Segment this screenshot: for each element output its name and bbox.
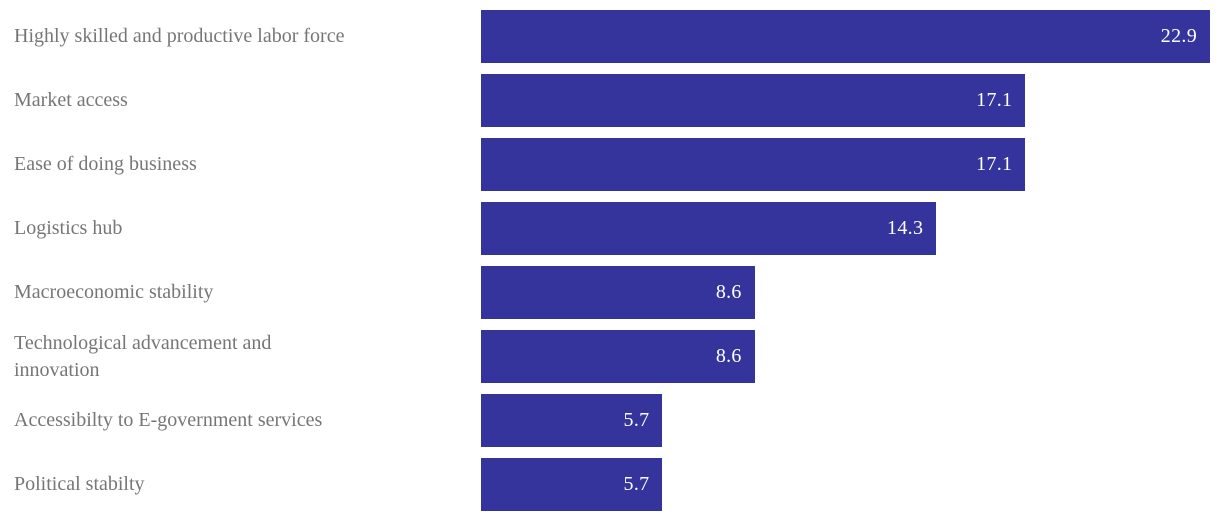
chart-row: Macroeconomic stability 8.6 bbox=[0, 266, 1220, 319]
category-label: Macroeconomic stability bbox=[14, 281, 214, 303]
category-label: Technological advancement and innovation bbox=[14, 331, 272, 381]
bar: 8.6 bbox=[481, 330, 755, 383]
bar-area: 17.1 bbox=[481, 74, 1210, 127]
bar-area: 8.6 bbox=[481, 330, 1210, 383]
bar-value-label: 5.7 bbox=[623, 473, 650, 495]
bar-area: 5.7 bbox=[481, 394, 1210, 447]
category-label: Market access bbox=[14, 89, 128, 111]
bar-value-label: 8.6 bbox=[715, 345, 742, 367]
category-label: Ease of doing business bbox=[14, 153, 197, 175]
chart-row: Technological advancement and innovation… bbox=[0, 330, 1220, 383]
bar: 17.1 bbox=[481, 138, 1026, 191]
bar-value-label: 17.1 bbox=[976, 89, 1013, 111]
bar: 17.1 bbox=[481, 74, 1026, 127]
chart-row: Political stabilty 5.7 bbox=[0, 458, 1220, 511]
chart-row: Logistics hub 14.3 bbox=[0, 202, 1220, 255]
bar-chart: Highly skilled and productive labor forc… bbox=[0, 10, 1220, 511]
category-label: Highly skilled and productive labor forc… bbox=[14, 25, 345, 47]
bar-value-label: 14.3 bbox=[887, 217, 924, 239]
bar-area: 8.6 bbox=[481, 266, 1210, 319]
bar-area: 17.1 bbox=[481, 138, 1210, 191]
bar-area: 5.7 bbox=[481, 458, 1210, 511]
bar: 5.7 bbox=[481, 458, 663, 511]
bar: 8.6 bbox=[481, 266, 755, 319]
bar-area: 22.9 bbox=[481, 10, 1210, 63]
bar-value-label: 22.9 bbox=[1160, 25, 1197, 47]
bar: 5.7 bbox=[481, 394, 663, 447]
bar-value-label: 17.1 bbox=[976, 153, 1013, 175]
bar: 22.9 bbox=[481, 10, 1210, 63]
bar-value-label: 8.6 bbox=[715, 281, 742, 303]
chart-row: Ease of doing business 17.1 bbox=[0, 138, 1220, 191]
category-label: Logistics hub bbox=[14, 217, 123, 239]
bar-value-label: 5.7 bbox=[623, 409, 650, 431]
category-label: Political stabilty bbox=[14, 473, 145, 495]
chart-row: Highly skilled and productive labor forc… bbox=[0, 10, 1220, 63]
chart-row: Accessibilty to E-government services 5.7 bbox=[0, 394, 1220, 447]
bar: 14.3 bbox=[481, 202, 937, 255]
category-label: Accessibilty to E-government services bbox=[14, 409, 323, 431]
bar-area: 14.3 bbox=[481, 202, 1210, 255]
chart-row: Market access 17.1 bbox=[0, 74, 1220, 127]
